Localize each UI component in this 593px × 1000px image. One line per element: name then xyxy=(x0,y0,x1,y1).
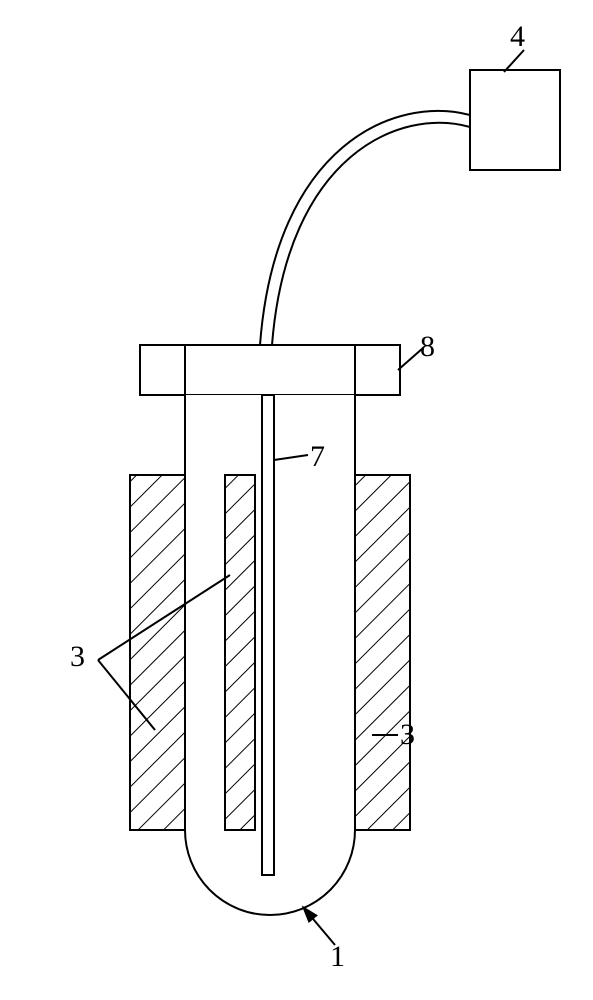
heater-center xyxy=(225,475,255,830)
label-3-left: 3 xyxy=(70,640,85,674)
flange-cap xyxy=(140,345,400,395)
label-8: 8 xyxy=(420,330,435,364)
inner-rod xyxy=(262,395,274,875)
cable xyxy=(260,111,470,345)
heater-left xyxy=(130,475,185,830)
label-4: 4 xyxy=(510,20,525,54)
diagram-svg xyxy=(0,0,593,1000)
connector-box xyxy=(470,70,560,170)
label-3-right: 3 xyxy=(400,718,415,752)
heater-right xyxy=(355,475,410,830)
label-7: 7 xyxy=(310,440,325,474)
label-1: 1 xyxy=(330,940,345,974)
